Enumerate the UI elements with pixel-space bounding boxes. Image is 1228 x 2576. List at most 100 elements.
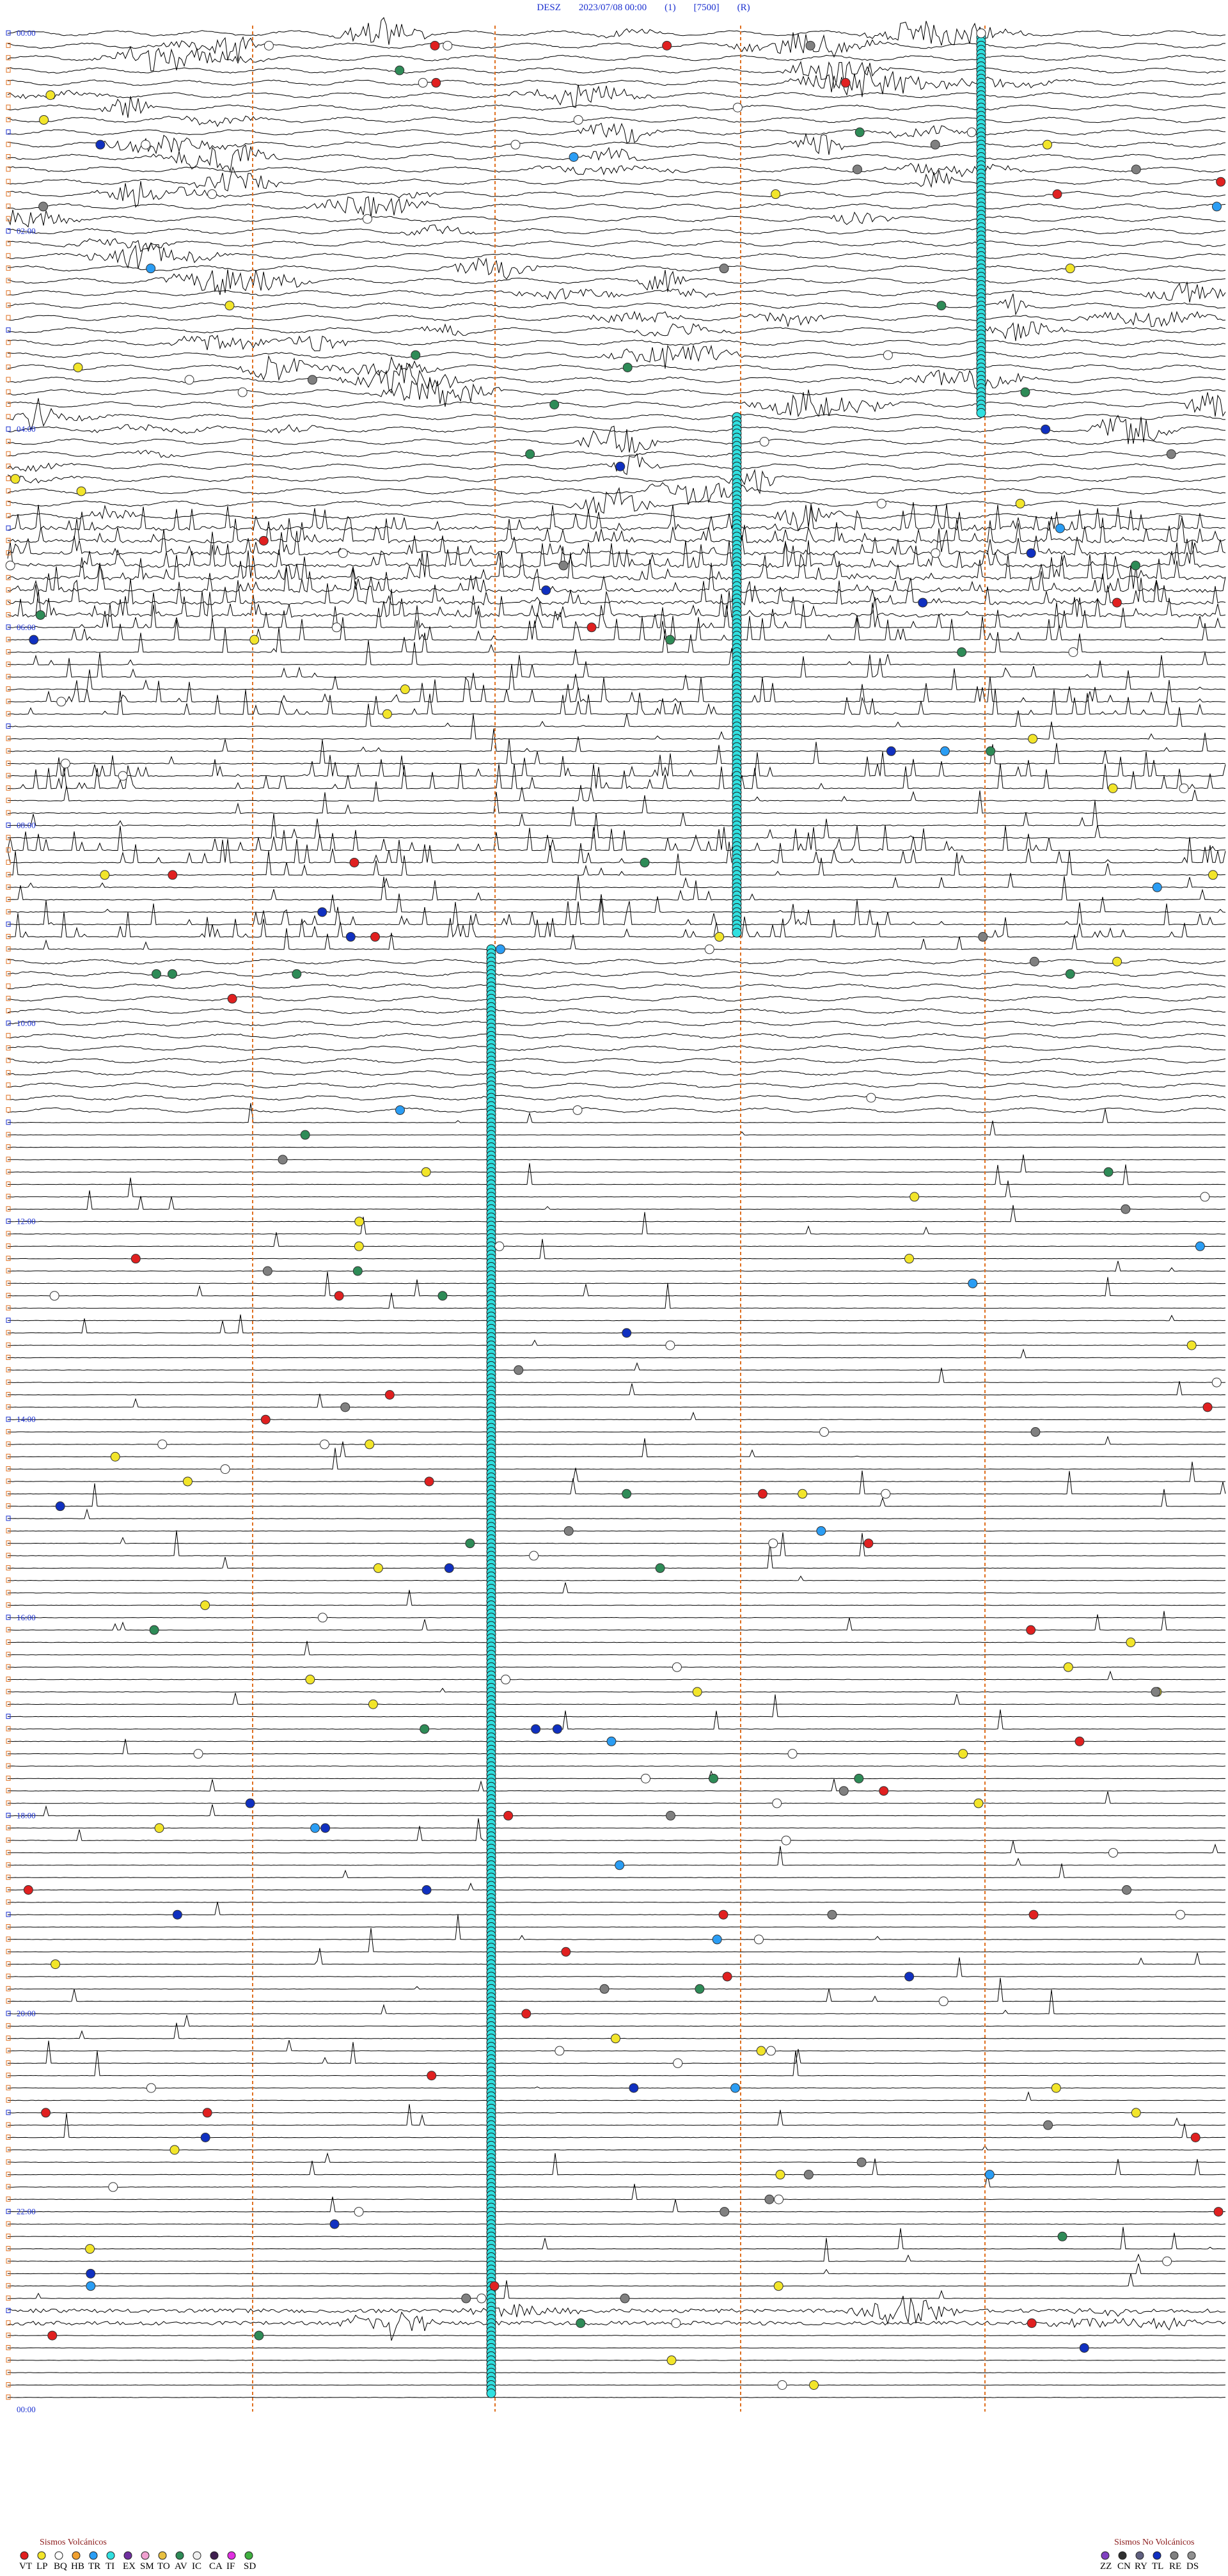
event-marker [827,1909,837,1920]
trace [7,1693,1226,1705]
event-marker [586,622,597,633]
event-marker [200,1600,210,1610]
trace [7,84,1226,108]
trace [7,1212,1226,1235]
minute-tick [6,191,11,197]
event-marker [329,2219,340,2229]
event-marker [60,759,70,769]
event-marker [561,1947,571,1957]
trace [7,1146,1226,1148]
legend-label: SD [244,2561,256,2572]
event-marker [940,746,950,756]
minute-tick [6,488,11,494]
event-marker [411,350,421,360]
trace [7,354,1226,381]
minute-tick [6,661,11,667]
event-marker [883,350,893,360]
event-marker [76,486,86,496]
minute-tick [6,2221,11,2227]
minute-tick [6,2209,11,2215]
minute-tick [6,1119,11,1125]
trace [7,540,1226,569]
trace [7,1082,1225,1089]
trace [7,2224,1226,2225]
event-marker [1162,2256,1172,2266]
event-marker [918,597,928,608]
event-marker [476,2293,487,2303]
minute-tick [6,1899,11,1905]
trace [7,1381,1226,1396]
trace [7,912,1226,938]
minute-tick [6,1057,11,1063]
trace [7,1261,1226,1272]
minute-tick [6,1515,11,1521]
event-marker [787,1749,798,1759]
event-marker [1152,882,1162,892]
trace [7,1582,1226,1593]
minute-tick [6,748,11,754]
trace [7,503,1226,532]
minute-tick [6,1144,11,1150]
event-marker [430,40,440,51]
legend-swatch [106,2551,115,2560]
trace [7,1902,1226,1916]
minute-tick [6,1045,11,1051]
minute-tick [6,810,11,816]
legend-label: RY [1135,2561,1147,2572]
event-marker [615,461,626,471]
event-marker [704,944,714,954]
event-marker [775,2170,785,2180]
event-marker [1190,2133,1200,2142]
event-marker [29,635,39,645]
event-marker [319,1439,329,1450]
event-marker [317,1613,327,1623]
event-marker [525,449,535,459]
trace [7,1232,1226,1247]
trace [7,800,1226,826]
event-marker [973,1798,984,1808]
minute-tick [6,723,11,729]
minute-tick [6,897,11,902]
minute-tick [6,1503,11,1509]
minute-tick [6,2085,11,2090]
minute-tick [6,1726,11,1732]
trace [7,1032,1226,1039]
hour-label: 14:00 [17,1414,36,1424]
trace [7,1611,1226,1631]
trace [7,1977,1225,2002]
event-marker [563,1526,574,1536]
legend-label: CN [1117,2561,1131,2572]
event-marker [300,1130,310,1140]
legend-swatch [175,2551,184,2560]
minute-tick [6,2233,11,2239]
event-marker [264,40,274,51]
event-marker [771,189,781,200]
event-marker [662,40,672,51]
event-marker [572,1105,583,1115]
trace [7,1103,1226,1123]
event-marker [1063,1662,1073,1672]
event-marker [1122,1885,1132,1895]
trace [7,837,1226,864]
event-marker [1151,1687,1161,1697]
event-marker [757,1489,767,1499]
hour-label: 10:00 [17,1018,36,1028]
event-marker [629,2083,639,2093]
event-marker [1055,523,1065,533]
trace [7,1542,1226,1569]
event-marker [1179,783,1189,793]
minute-tick [6,290,11,296]
minute-tick [6,42,11,48]
trace [7,1670,1226,1680]
event-marker [1043,139,1053,150]
event-marker [655,1563,665,1573]
legend-swatch [1101,2551,1110,2560]
event-marker [756,2046,766,2056]
minute-tick [6,2283,11,2289]
trace [7,1709,1226,1730]
trace [8,1190,1226,1210]
minute-tick [6,30,11,36]
legend-label: BQ [54,2561,67,2572]
trace [7,2238,1225,2262]
event-marker [85,2244,95,2254]
